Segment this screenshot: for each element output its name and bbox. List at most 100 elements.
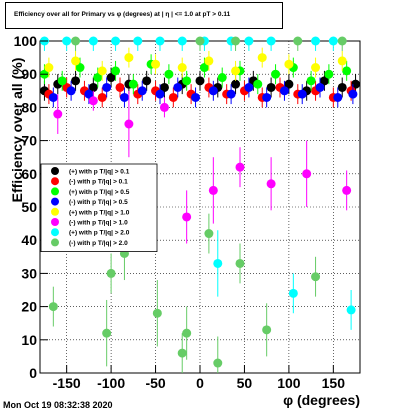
data-point	[306, 76, 316, 86]
data-point	[342, 66, 352, 76]
data-point	[275, 82, 285, 92]
data-point	[111, 66, 121, 76]
data-point	[222, 89, 232, 99]
data-point	[177, 36, 187, 46]
y-tick-label: 10	[21, 332, 37, 348]
data-point	[155, 36, 165, 46]
data-point	[217, 73, 227, 83]
data-point	[128, 79, 138, 89]
data-point	[346, 86, 356, 96]
legend-label: (+) with p T/|q| > 0.5	[69, 189, 130, 196]
data-point	[71, 76, 81, 86]
legend-label: (-) with p T/|q| > 0.1	[69, 179, 128, 186]
y-tick-label: 100	[14, 33, 38, 49]
x-tick-label: 50	[237, 375, 253, 391]
data-point	[168, 92, 178, 102]
data-point	[66, 86, 76, 96]
legend-label: (-) with p T/|q| > 2.0	[69, 240, 128, 247]
data-point	[253, 79, 263, 89]
axis-ticks: 0 10 20 30 40 50 60 70 80 90 100 -150 -100 -50 0 50 100 1…	[14, 33, 346, 391]
data-point	[324, 69, 334, 79]
data-point	[102, 82, 112, 92]
data-point	[239, 86, 249, 96]
x-tick-label: -150	[53, 375, 81, 391]
data-point	[311, 63, 321, 73]
legend-label: (-) with p T/|q| > 0.5	[69, 199, 128, 206]
data-point	[311, 86, 321, 96]
data-point	[164, 69, 174, 79]
data-point	[235, 258, 245, 268]
data-point	[119, 248, 129, 258]
legend-label: (+) with p T/|q| > 0.1	[69, 169, 130, 176]
y-tick-label: 60	[21, 166, 37, 182]
data-point	[71, 56, 81, 66]
data-point	[137, 86, 147, 96]
y-axis-label: Efficiency over all (%)	[9, 58, 25, 203]
data-point	[159, 102, 169, 112]
data-point	[235, 66, 245, 76]
data-point	[102, 328, 112, 338]
y-tick-label: 90	[21, 66, 37, 82]
data-point	[195, 76, 205, 86]
data-point	[337, 36, 347, 46]
data-point	[297, 89, 307, 99]
data-point	[311, 36, 321, 46]
data-point	[44, 89, 54, 99]
data-point	[257, 92, 267, 102]
data-point	[204, 56, 214, 66]
data-point	[262, 92, 272, 102]
data-point	[262, 325, 272, 335]
data-point	[266, 179, 276, 189]
data-point	[177, 63, 187, 73]
legend-label: (-) with p T/|q| > 1.0	[69, 220, 128, 227]
data-point	[208, 185, 218, 195]
data-point	[293, 89, 303, 99]
data-point	[266, 82, 276, 92]
data-point	[106, 73, 116, 83]
data-point	[48, 92, 58, 102]
data-point	[199, 36, 209, 46]
data-point	[84, 89, 94, 99]
legend-marker	[51, 197, 59, 206]
data-point	[39, 69, 49, 79]
data-point	[44, 63, 54, 73]
legend-marker	[51, 238, 59, 247]
data-point	[79, 86, 89, 96]
x-tick-label: -100	[97, 375, 125, 391]
data-point	[173, 82, 183, 92]
legend-box	[40, 163, 158, 252]
data-point	[151, 86, 161, 96]
data-point	[39, 86, 49, 96]
chart-title: Efficiency over all for Primary vs φ (de…	[14, 11, 231, 18]
data-point	[106, 268, 116, 278]
data-point	[328, 92, 338, 102]
data-point	[48, 302, 58, 312]
data-point	[204, 82, 214, 92]
data-point	[195, 36, 205, 46]
data-point	[124, 79, 134, 89]
data-point	[248, 76, 258, 86]
data-point	[152, 308, 162, 318]
data-point	[97, 92, 107, 102]
data-point	[199, 63, 209, 73]
data-point	[257, 53, 267, 63]
legend-marker	[51, 187, 59, 196]
legend-label: (+) with p T/|q| > 2.0	[69, 230, 130, 237]
data-point	[182, 328, 192, 338]
x-tick-label: 0	[196, 375, 204, 391]
data-point	[182, 76, 192, 86]
legend-marker	[51, 167, 59, 175]
data-point	[111, 36, 121, 46]
data-point	[342, 185, 352, 195]
x-tick-label: 100	[277, 375, 301, 391]
data-point	[53, 79, 63, 89]
data-point	[191, 92, 201, 102]
data-point	[186, 89, 196, 99]
data-point	[348, 89, 358, 99]
data-point	[293, 36, 303, 46]
x-tick-label: -50	[145, 375, 165, 391]
y-tick-label: 50	[21, 199, 37, 215]
data-point	[133, 89, 143, 99]
data-point	[142, 76, 152, 86]
